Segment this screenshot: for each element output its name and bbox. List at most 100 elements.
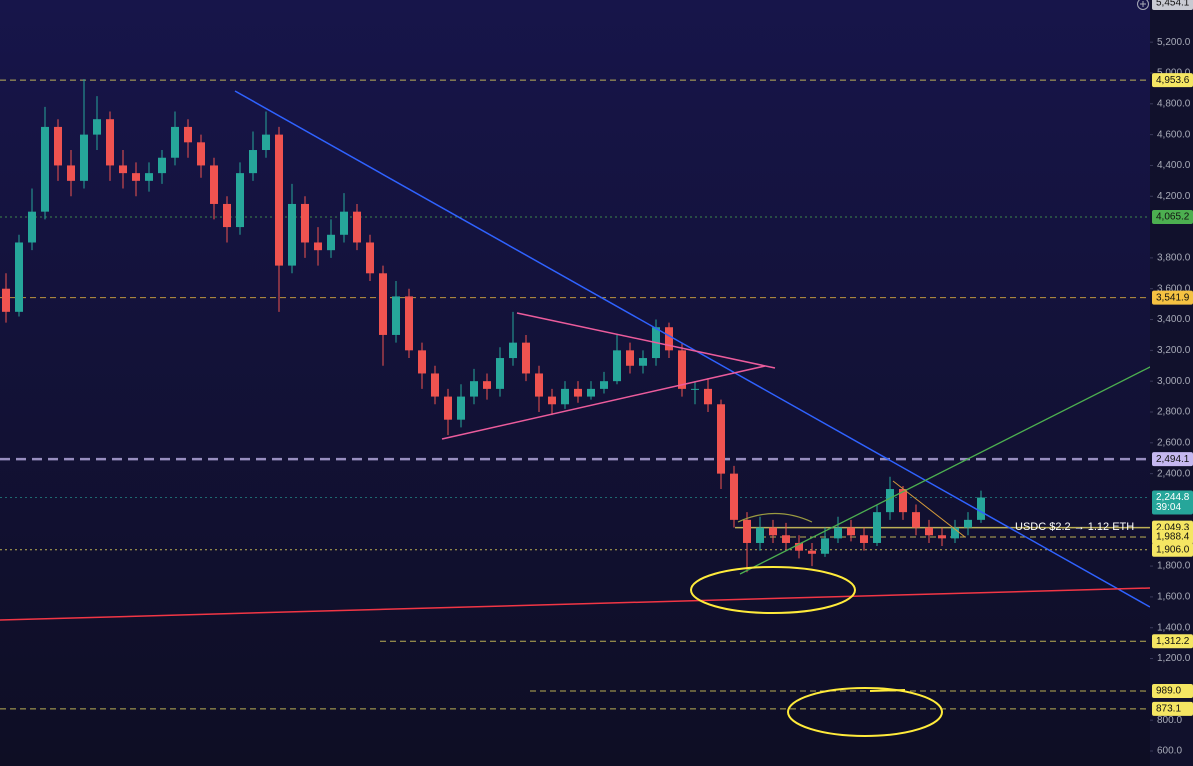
candle-body [756,527,764,543]
candle-body [951,527,959,539]
price-badge-label: 4,953.6 [1156,75,1190,86]
candle-body [860,535,868,543]
candle-body [509,342,517,359]
candle-body [262,134,270,151]
candle-body [743,519,751,543]
price-badge [1152,701,1193,716]
candle-body [938,535,946,539]
candle-body [15,242,23,312]
y-tick-label: 800.0 [1157,715,1182,726]
candle-body [665,327,673,351]
candle-body [80,134,88,181]
candle-body [730,473,738,520]
candle-body [574,388,582,397]
candle-body [470,381,478,397]
y-tick-label: 3,200.0 [1157,345,1191,356]
candle-body [223,203,231,228]
candle-body [769,527,777,536]
candle-body [678,350,686,389]
trendline [234,90,1151,608]
arc [737,513,813,523]
price-axis: 600.0 800.0 1,200.0 1,400.0 1,600.0 1,800.0 2,… [1137,0,1193,766]
price-badge [1152,290,1193,305]
y-tick-label: 4,200.0 [1157,191,1191,202]
candle-body [327,234,335,251]
candle-body [613,350,621,382]
candle-body [2,288,10,312]
candle-body [288,203,296,266]
candles [2,79,985,573]
candle-body [704,388,712,405]
candle-body [535,373,543,397]
candle-body [366,242,374,274]
triangle-line [441,365,766,440]
price-badge-label: 1,906.0 [1156,544,1190,555]
candle-body [353,211,361,243]
price-badge [1152,452,1193,467]
price-badge-label: 1,312.2 [1156,636,1190,647]
trendline [739,365,1153,575]
price-badge-label: 2,494.1 [1156,454,1190,465]
y-tick-label: 3,400.0 [1157,314,1191,325]
candle-body [899,489,907,513]
price-badge-label: 2,049.3 [1156,522,1190,533]
candle-body [67,165,75,181]
y-tick-label: 600.0 [1157,746,1182,757]
candle-body [236,173,244,228]
candle-body [600,381,608,389]
candle-body [795,542,803,551]
candle-body [28,211,36,243]
candle-body [184,126,192,143]
candle-body [431,373,439,397]
y-tick-label: 4,600.0 [1157,129,1191,140]
candle-body [210,165,218,204]
trendline [892,480,966,538]
annotation: USDC $2.2 → 1.12 ETH [1015,521,1134,533]
price-badge [1152,684,1193,699]
candle-body [808,550,816,554]
y-tick-label: 5,200.0 [1157,37,1191,48]
candle-body [977,497,985,520]
highlight-ellipse [690,566,856,614]
candle-body [834,527,842,539]
y-tick-label: 3,800.0 [1157,253,1191,264]
price-badge [1152,530,1193,545]
y-tick-label: 4,800.0 [1157,98,1191,109]
candle-body [379,273,387,335]
price-badge-label: 3,541.9 [1156,292,1190,303]
candle-body [639,358,647,366]
candle-body [483,381,491,389]
candle-body [717,404,725,474]
add-button[interactable] [1137,0,1149,10]
price-badge [1152,634,1193,649]
y-tick-label: 2,600.0 [1157,437,1191,448]
y-tick-label: 1,800.0 [1157,561,1191,572]
candle-body [340,211,348,235]
price-badge [1152,490,1193,515]
candle-body [54,126,62,166]
candle-body [106,119,114,166]
candle-body [782,535,790,543]
y-tick-label: 2,800.0 [1157,407,1191,418]
candle-body [197,142,205,166]
y-tick-label: 5,000.0 [1157,68,1191,79]
y-tick-label: 1,200.0 [1157,653,1191,664]
price-badge-label: 873.1 [1156,704,1181,715]
price-levels [0,79,1150,710]
countdown: 39:04 [1156,502,1181,513]
candle-body [886,489,894,513]
candle-body [457,396,465,420]
candle-body [522,342,530,374]
candle-body [301,203,309,243]
candle-body [587,388,595,397]
price-badge [1152,210,1193,225]
candle-body [132,173,140,181]
price-badge-label: 989.0 [1156,686,1181,697]
highlight-ellipse [787,687,943,737]
candle-body [418,350,426,374]
candle-body [158,157,166,174]
y-tick-label: 2,400.0 [1157,468,1191,479]
candle-body [119,165,127,174]
